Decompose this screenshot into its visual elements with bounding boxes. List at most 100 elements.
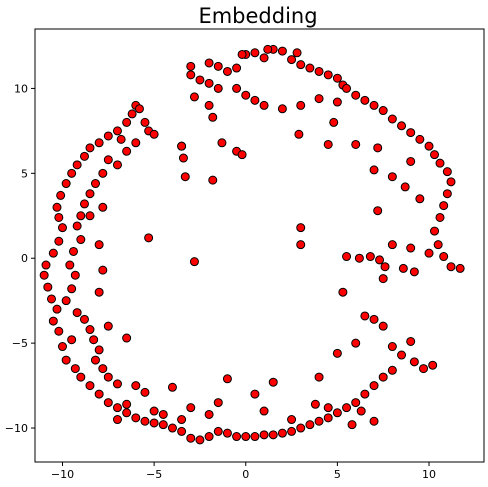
scatter-point [232,432,242,442]
scatter-point [369,165,379,175]
scatter-point [116,134,126,144]
scatter-point [375,255,385,265]
scatter-point [204,409,214,419]
scatter-point [378,372,388,382]
scatter-point [296,100,306,110]
x-axis: −10 −5 0 5 10 [51,462,436,481]
scatter-point [406,156,416,166]
scatter-point [292,48,302,58]
scatter-point [332,408,342,418]
scatter-point [204,58,214,68]
scatter-point [378,321,388,331]
scatter-point [122,399,132,409]
scatter-point [131,138,141,148]
scatter-point [415,194,425,204]
scatter-point [70,364,80,374]
scatter-point [250,48,260,58]
scatter-point [387,172,397,182]
scatter-point [61,296,71,306]
scatter-point [294,129,304,139]
scatter-point [369,416,379,426]
scatter-point [122,333,132,343]
scatter-point [406,128,416,138]
scatter-point [356,406,366,416]
scatter-point [259,100,269,110]
scatter-point [415,134,425,144]
scatter-point [149,418,159,428]
scatter-point [90,355,100,365]
scatter-point [52,304,62,314]
scatter-point [127,109,137,119]
x-tick-label: 5 [334,468,341,481]
scatter-point [131,381,141,391]
scatter-point [428,360,438,370]
scatter-point [323,413,333,423]
scatter-point [268,377,278,387]
scatter-point [149,406,159,416]
scatter-point [177,141,187,151]
scatter-point [167,382,177,392]
scatter-point [213,398,223,408]
scatter-point [351,90,361,100]
scatter-point [186,61,196,71]
scatter-point [122,408,132,418]
scatter-point [177,426,187,436]
x-tick-label: −10 [51,468,74,481]
scatter-point [112,126,122,136]
scatter-point [347,420,357,430]
scatter-point [76,211,86,221]
scatter-point [54,236,64,246]
scatter-point [39,270,49,280]
scatter-point [67,168,77,178]
scatter-point [369,381,379,391]
scatter-point [122,117,132,127]
scatter-point [103,155,113,165]
scatter-point [61,179,71,189]
scatter-point [134,104,144,114]
scatter-points [39,44,465,445]
scatter-point [332,348,342,358]
scatter-point [112,415,122,425]
scatter-point [241,432,251,442]
scatter-point [98,168,108,178]
x-tick-label: 10 [422,468,436,481]
scatter-point [112,160,122,170]
scatter-point [67,335,77,345]
scatter-point [287,415,297,425]
x-tick-label: −5 [146,468,162,481]
scatter-point [296,240,306,250]
scatter-point [314,66,324,76]
scatter-point [213,61,223,71]
scatter-point [332,73,342,83]
scatter-point [103,398,113,408]
scatter-point [342,83,352,93]
scatter-point [323,403,333,413]
scatter-point [305,63,315,73]
scatter-point [360,95,370,105]
scatter-point [342,403,352,413]
scatter-point [329,117,339,127]
scatter-point [103,372,113,382]
scatter-point [158,420,168,430]
scatter-point [85,143,95,153]
scatter-point [204,78,214,88]
scatter-point [296,423,306,433]
scatter-point [277,46,287,56]
scatter-point [189,257,199,267]
scatter-point [342,252,352,262]
scatter-point [277,428,287,438]
scatter-point [94,389,104,399]
scatter-point [222,66,232,76]
scatter-point [398,263,408,273]
scatter-point [213,83,223,93]
scatter-point [237,49,247,59]
scatter-point [430,226,440,236]
scatter-point [217,138,227,148]
scatter-point [400,182,410,192]
scatter-point [222,374,232,384]
scatter-point [439,201,449,211]
scatter-point [43,282,53,292]
scatter-point [442,167,452,177]
scatter-point [89,335,99,345]
scatter-point [94,240,104,250]
